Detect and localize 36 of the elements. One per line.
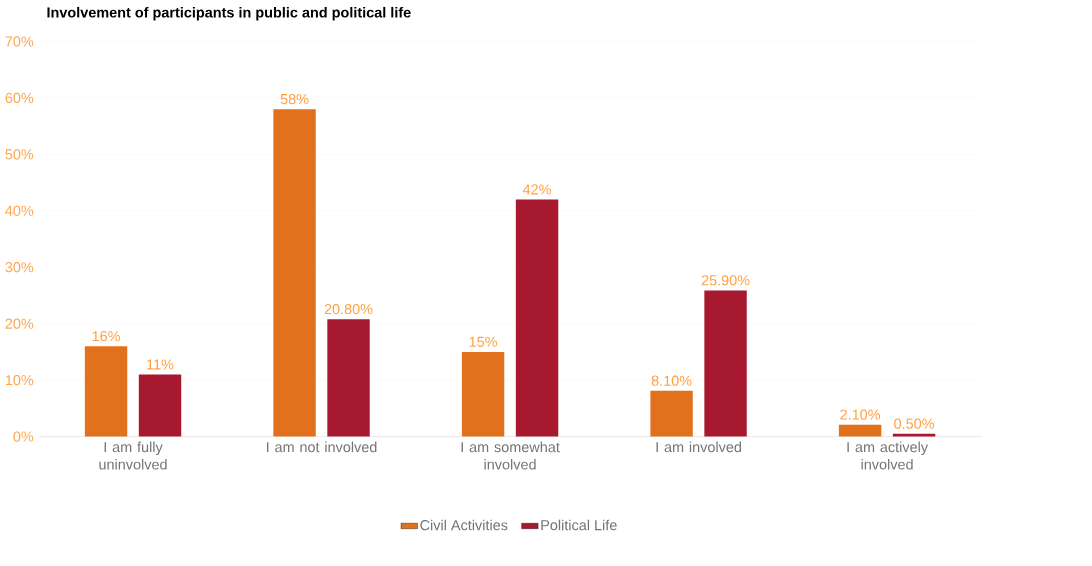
data-label: 42% — [522, 184, 551, 195]
data-label: 15% — [469, 336, 498, 348]
y-tick-label: 50% — [5, 149, 34, 160]
bar — [461, 352, 505, 437]
bar — [138, 374, 182, 437]
data-label: 16% — [92, 331, 120, 342]
x-tick-label: I am somewhat involved — [461, 441, 560, 470]
bar — [892, 433, 936, 437]
x-tick-label: I am fully uninvolved — [99, 441, 167, 470]
y-tick-label: 70% — [5, 36, 34, 47]
bar — [84, 346, 128, 437]
x-tick-label: I am not involved — [267, 441, 377, 453]
bar — [327, 319, 370, 437]
data-label: 2.10% — [840, 409, 881, 420]
data-label: 25.90% — [701, 275, 750, 286]
y-tick-label: 0% — [13, 431, 34, 442]
bar — [704, 290, 747, 437]
y-tick-label: 30% — [5, 262, 34, 273]
bar — [650, 390, 693, 437]
data-label: 11% — [147, 359, 174, 370]
data-label: 8.10% — [651, 375, 692, 386]
x-tick-label: I am actively involved — [847, 441, 929, 470]
y-tick-label: 20% — [5, 318, 34, 329]
chart-title: Involvement of participants in public and political life — [47, 7, 411, 21]
y-tick-label: 10% — [5, 375, 34, 386]
legend-label: Political Life — [541, 519, 617, 531]
y-tick-label: 60% — [5, 92, 34, 104]
bar — [515, 199, 559, 437]
bar — [838, 424, 882, 437]
data-label: 58% — [280, 94, 309, 105]
y-tick-label: 40% — [5, 205, 34, 217]
data-label: 0.50% — [894, 418, 935, 429]
bar — [273, 109, 316, 437]
data-label: 20.80% — [324, 304, 373, 315]
x-tick-label: I am involved — [656, 441, 742, 453]
legend-label: Civil Activities — [420, 519, 508, 531]
